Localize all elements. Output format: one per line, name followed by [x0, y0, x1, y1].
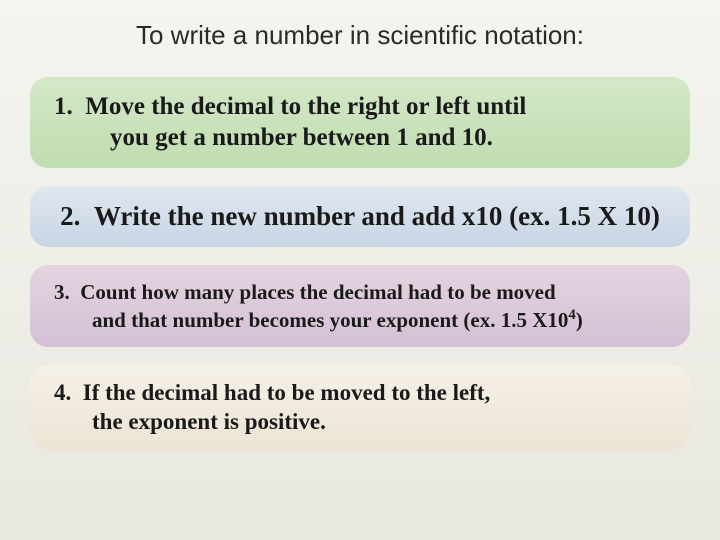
slide-title: To write a number in scientific notation…	[30, 20, 690, 51]
step-4-line2: the exponent is positive.	[54, 408, 666, 437]
step-3-exponent: 4	[568, 307, 575, 323]
step-1-box: 1. Move the decimal to the right or left…	[30, 77, 690, 168]
step-3-box: 3. Count how many places the decimal had…	[30, 265, 690, 347]
step-2-number: 2.	[60, 201, 80, 231]
step-1-number: 1.	[54, 93, 73, 120]
step-3-line1: Count how many places the decimal had to…	[80, 280, 555, 304]
step-2-text: Write the new number and add x10 (ex. 1.…	[94, 201, 660, 231]
step-3-line2-pre: and that number becomes your exponent (e…	[92, 308, 568, 332]
step-4-number: 4.	[54, 380, 71, 405]
step-3-number: 3.	[54, 280, 70, 304]
slide-container: To write a number in scientific notation…	[0, 0, 720, 540]
step-3-line2-post: )	[576, 308, 583, 332]
step-4-box: 4. If the decimal had to be moved to the…	[30, 365, 690, 451]
step-4-line1: If the decimal had to be moved to the le…	[83, 380, 491, 405]
step-1-line1: Move the decimal to the right or left un…	[85, 93, 526, 120]
step-2-box: 2. Write the new number and add x10 (ex.…	[30, 186, 690, 248]
step-1-line2: you get a number between 1 and 10.	[54, 122, 666, 153]
